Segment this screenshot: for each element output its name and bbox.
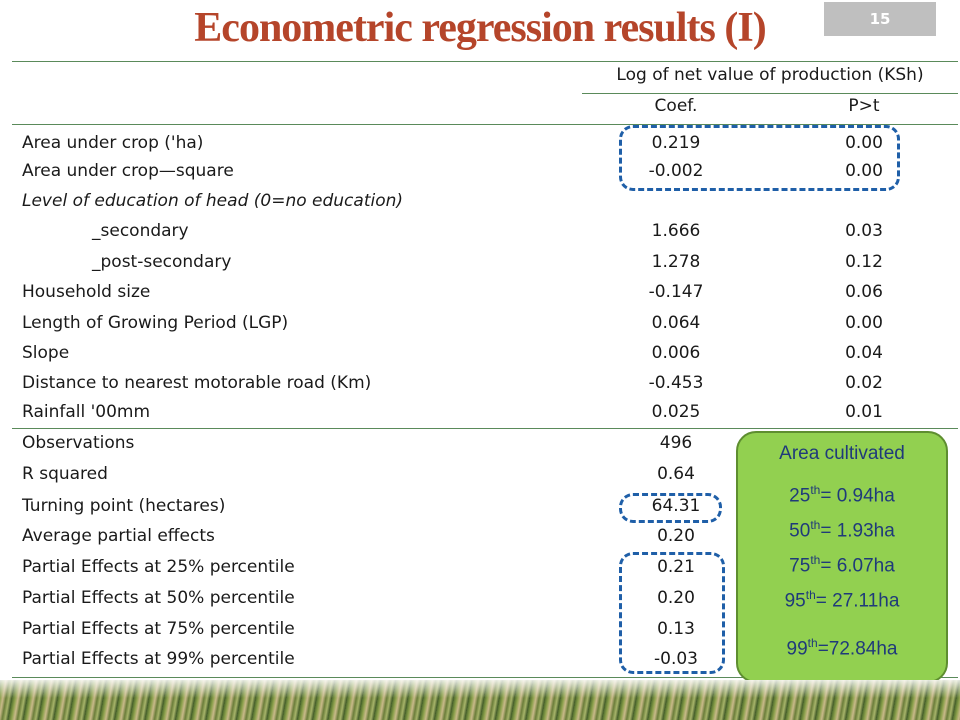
row-label: Area under crop—square: [22, 161, 234, 181]
table-row: _secondary 1.666 0.03: [0, 216, 960, 246]
coef-value: 0.219: [651, 133, 701, 153]
stat-label: Average partial effects: [22, 526, 215, 546]
p-column-header: P>t: [848, 96, 880, 116]
stats-divider-rule: [12, 428, 958, 429]
coef-value: 1.666: [651, 221, 701, 241]
row-label: Area under crop ('ha): [22, 133, 204, 153]
stats-row: Partial Effects at 25% percentile 0.21: [0, 552, 960, 582]
coef-column-header: Coef.: [654, 96, 698, 116]
header-bottom-rule: [12, 124, 958, 125]
dependent-variable-header: Log of net value of production (KSh): [616, 65, 924, 85]
coef-value: -0.147: [648, 282, 704, 302]
area-cultivated-callout: Area cultivated 25th= 0.94ha 50th= 1.93h…: [736, 431, 948, 683]
stat-value: 496: [659, 433, 693, 453]
p-value: 0.02: [845, 373, 883, 393]
stats-row: R squared 0.64: [0, 459, 960, 489]
table-row: Household size -0.147 0.06: [0, 277, 960, 307]
table-row: Area under crop—square -0.002 0.00: [0, 156, 960, 186]
stat-value: 0.21: [657, 557, 695, 577]
table-top-rule: [12, 61, 958, 62]
stat-label: Partial Effects at 75% percentile: [22, 619, 295, 639]
p-value: 0.00: [845, 313, 883, 333]
row-label: Slope: [22, 343, 70, 363]
row-label: Level of education of head (0=no educati…: [22, 191, 404, 211]
p-value: 0.03: [845, 221, 883, 241]
table-row: Rainfall '00mm 0.025 0.01: [0, 397, 960, 427]
turning-point-highlight: [619, 493, 722, 523]
p-value: 0.12: [845, 252, 883, 272]
coef-value: 0.006: [651, 343, 701, 363]
percentile-item: 99th=72.84ha: [786, 636, 898, 660]
p-value: 0.04: [845, 343, 883, 363]
table-row: _post-secondary 1.278 0.12: [0, 247, 960, 277]
coef-value: 1.278: [651, 252, 701, 272]
area-coef-highlight: [619, 125, 900, 191]
stat-label: Turning point (hectares): [22, 496, 226, 516]
percentile-item: 25th= 0.94ha: [789, 483, 895, 507]
stats-row: Observations 496: [0, 428, 960, 458]
table-row: Area under crop ('ha) 0.219 0.00: [0, 128, 960, 158]
p-value: 0.00: [845, 133, 883, 153]
coef-value: -0.453: [648, 373, 704, 393]
stat-value: -0.03: [654, 649, 698, 669]
stat-value: 0.64: [657, 464, 695, 484]
stats-row: Turning point (hectares) 64.31: [0, 491, 960, 521]
stat-value: 64.31: [651, 496, 701, 516]
p-value: 0.00: [845, 161, 883, 181]
partial-effects-highlight: [619, 552, 725, 674]
coef-value: 0.025: [651, 402, 701, 422]
table-bottom-rule: [12, 677, 958, 678]
table-row: Length of Growing Period (LGP) 0.064 0.0…: [0, 308, 960, 338]
stat-value: 0.20: [657, 588, 695, 608]
percentile-item: 50th= 1.93ha: [789, 518, 895, 542]
stats-row: Average partial effects 0.20: [0, 521, 960, 551]
stats-row: Partial Effects at 75% percentile 0.13: [0, 614, 960, 644]
stat-label: R squared: [22, 464, 108, 484]
row-label: Length of Growing Period (LGP): [22, 313, 289, 333]
stat-value: 0.13: [657, 619, 695, 639]
callout-title: Area cultivated: [779, 443, 905, 464]
table-row: Level of education of head (0=no educati…: [0, 186, 960, 216]
coef-value: -0.002: [648, 161, 704, 181]
table-row: Distance to nearest motorable road (Km) …: [0, 368, 960, 398]
row-label: Rainfall '00mm: [22, 402, 151, 422]
stat-label: Partial Effects at 50% percentile: [22, 588, 295, 608]
percentile-item: 75th= 6.07ha: [789, 553, 895, 577]
percentile-item: 95th= 27.11ha: [784, 588, 900, 612]
header-mid-rule: [582, 93, 958, 94]
slide-title: Econometric regression results (I): [194, 5, 766, 51]
p-value: 0.01: [845, 402, 883, 422]
row-label: Household size: [22, 282, 151, 302]
row-label: _secondary: [92, 221, 189, 241]
p-value: 0.06: [845, 282, 883, 302]
table-row: Slope 0.006 0.04: [0, 338, 960, 368]
page-number-badge: 15: [824, 2, 936, 36]
stats-row: Partial Effects at 99% percentile -0.03: [0, 644, 960, 674]
coef-value: 0.064: [651, 313, 701, 333]
stat-label: Partial Effects at 25% percentile: [22, 557, 295, 577]
stat-value: 0.20: [657, 526, 695, 546]
stat-label: Partial Effects at 99% percentile: [22, 649, 295, 669]
crop-field-footer-image: [0, 680, 960, 720]
row-label: Distance to nearest motorable road (Km): [22, 373, 372, 393]
stats-row: Partial Effects at 50% percentile 0.20: [0, 583, 960, 613]
stat-label: Observations: [22, 433, 135, 453]
row-label: _post-secondary: [92, 252, 232, 272]
